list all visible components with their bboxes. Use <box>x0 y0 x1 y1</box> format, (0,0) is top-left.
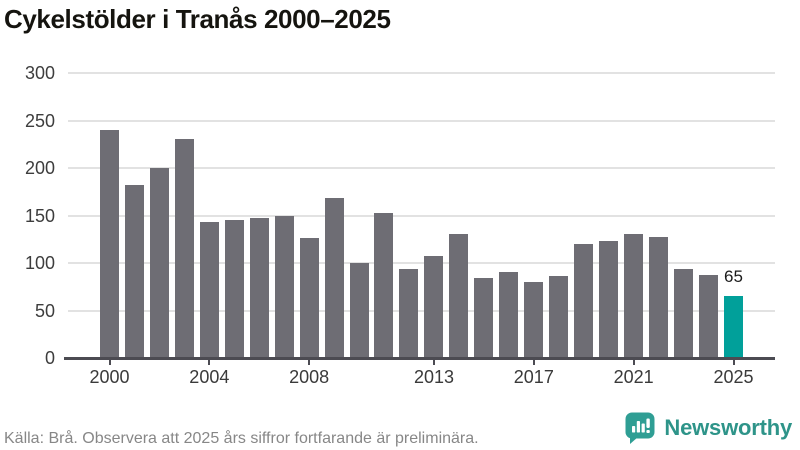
y-axis-tick-label: 0 <box>44 348 55 368</box>
gridline <box>68 309 775 312</box>
bar-2013 <box>424 256 444 358</box>
x-axis-tick <box>308 359 311 365</box>
gridline <box>68 119 775 122</box>
bar-2025 <box>723 296 743 358</box>
x-axis-tick <box>108 359 111 365</box>
gridline <box>68 262 775 264</box>
bar-2017 <box>524 282 544 358</box>
plot-area: 2000 2004 2008 2013 2017 2021 2025 65 <box>64 72 775 386</box>
y-axis-tick-label: 150 <box>24 205 55 226</box>
bar-2001 <box>124 185 144 358</box>
bars-container <box>68 73 775 358</box>
bar-2008 <box>299 238 319 358</box>
bar-2015 <box>474 278 494 358</box>
bar-value-label: 65 <box>724 267 743 287</box>
bar-2002 <box>149 168 169 358</box>
bar-2003 <box>174 139 194 358</box>
bar-2012 <box>399 269 419 358</box>
gridline <box>68 72 775 74</box>
x-axis-tick <box>632 359 635 365</box>
x-axis-tick-label: 2013 <box>413 367 454 387</box>
bar-2000 <box>100 130 119 358</box>
x-axis-tick <box>732 359 735 365</box>
x-axis-tick-label: 2000 <box>89 367 130 387</box>
bar-2020 <box>599 241 619 358</box>
x-axis-tick-label: 2025 <box>713 367 754 387</box>
bar-2006 <box>249 218 269 358</box>
y-axis-tick-label: 50 <box>34 300 55 321</box>
bar-2014 <box>449 234 469 358</box>
bar-2007 <box>274 216 294 358</box>
bar-2023 <box>673 269 693 358</box>
newsworthy-speech-bubble-chart-icon <box>625 412 655 444</box>
chart-title: Cykelstölder i Tranås 2000–2025 <box>4 4 391 34</box>
x-axis-tick-label: 2021 <box>613 367 654 387</box>
bar-2016 <box>499 272 519 358</box>
bar-2018 <box>549 276 569 358</box>
x-axis-tick-label: 2017 <box>513 367 554 387</box>
source-note: Källa: Brå. Observera att 2025 års siffr… <box>4 430 479 447</box>
brand-logo: Newsworthy <box>624 411 792 445</box>
x-axis-tick-label: 2008 <box>289 367 330 387</box>
gridline <box>68 214 775 217</box>
y-axis-tick-label: 300 <box>24 63 55 83</box>
bar-2022 <box>648 237 668 358</box>
x-axis-tick <box>532 359 535 365</box>
x-axis-tick-label: 2004 <box>189 367 230 387</box>
x-axis-line <box>64 357 775 360</box>
y-axis-tick-label: 200 <box>24 158 55 178</box>
y-axis-labels: 0 50 100 150 200 250 300 <box>0 64 55 367</box>
x-axis-tick <box>208 359 211 365</box>
y-axis-tick-label: 250 <box>24 110 55 131</box>
bar-2021 <box>624 234 644 358</box>
bar-2004 <box>199 222 219 358</box>
bar-2011 <box>374 213 394 358</box>
bar-2024 <box>698 275 718 358</box>
bar-2009 <box>324 198 344 358</box>
y-axis-tick-label: 100 <box>24 253 55 273</box>
bar-2019 <box>574 244 594 358</box>
bar-2005 <box>224 220 244 358</box>
bar-2010 <box>349 263 369 358</box>
gridline <box>68 167 775 169</box>
x-axis-tick <box>432 359 435 365</box>
brand-name: Newsworthy <box>664 415 792 440</box>
